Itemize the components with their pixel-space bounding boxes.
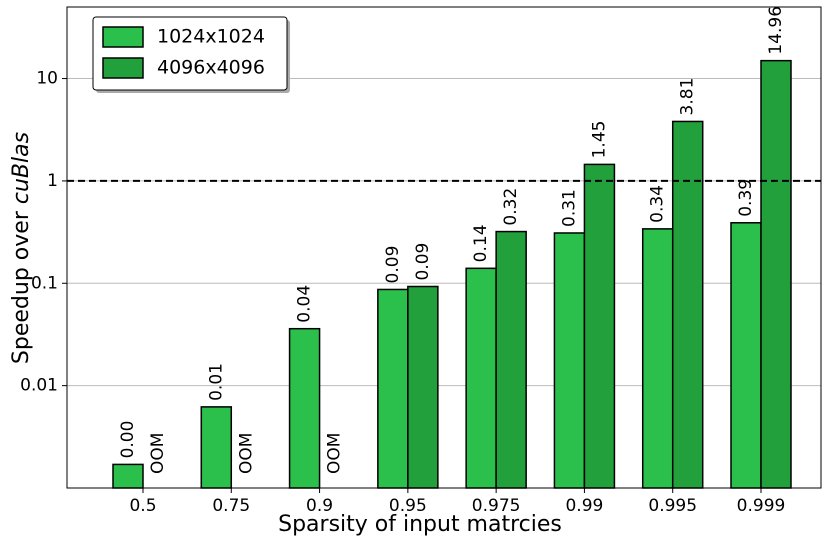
value-label: 14.96 xyxy=(766,6,786,55)
bar xyxy=(465,267,497,489)
value-label: 0.32 xyxy=(501,188,521,226)
legend-swatch xyxy=(102,26,144,48)
legend-label: 1024x1024 xyxy=(157,26,265,48)
x-tick-label: 0.95 xyxy=(389,496,427,516)
bar xyxy=(730,222,762,489)
bar xyxy=(407,285,439,489)
bar xyxy=(495,230,527,489)
value-label: 0.39 xyxy=(736,179,756,217)
bar xyxy=(583,163,616,489)
value-label: 0.00 xyxy=(118,421,138,459)
value-label: 0.34 xyxy=(648,185,668,223)
value-label: 0.04 xyxy=(295,285,315,323)
y-tick-label: 1 xyxy=(47,171,58,191)
x-tick-label: 0.9 xyxy=(306,496,333,516)
value-label: 0.14 xyxy=(471,224,491,262)
y-axis-title: Speedup over cuBlas xyxy=(9,132,34,364)
x-tick-label: 0.75 xyxy=(212,496,250,516)
bar xyxy=(671,120,704,489)
value-label: 0.09 xyxy=(383,246,403,284)
y-axis-title-emphasis: cuBlas xyxy=(9,132,34,204)
value-label: 0.09 xyxy=(413,243,433,281)
bar xyxy=(288,327,321,489)
value-label: 0.01 xyxy=(206,363,226,401)
x-tick-label: 0.99 xyxy=(565,496,603,516)
x-tick-label: 0.999 xyxy=(737,496,786,516)
y-tick-label: 0.1 xyxy=(31,273,58,293)
plot-frame xyxy=(66,6,822,489)
y-tick-label: 0.01 xyxy=(20,376,58,396)
bar xyxy=(641,228,674,489)
x-tick-label: 0.975 xyxy=(472,496,521,516)
bar xyxy=(200,406,233,489)
legend-swatch xyxy=(102,57,144,79)
bar xyxy=(760,59,792,489)
bar xyxy=(377,288,409,489)
value-label: 1.45 xyxy=(589,121,609,159)
value-label: 3.81 xyxy=(678,78,698,116)
missing-label: OOM xyxy=(236,433,256,474)
bar xyxy=(553,232,586,489)
legend-label: 4096x4096 xyxy=(157,57,265,79)
x-tick-label: 0.5 xyxy=(129,496,156,516)
missing-label: OOM xyxy=(325,433,345,474)
x-axis-title: Sparsity of input matrcies xyxy=(278,512,562,537)
y-tick-label: 10 xyxy=(36,69,58,89)
bar xyxy=(112,463,144,489)
value-label: 0.31 xyxy=(559,189,579,227)
y-axis-title-text: Speedup over xyxy=(9,210,34,364)
missing-label: OOM xyxy=(148,433,168,474)
x-tick-label: 0.995 xyxy=(648,496,697,516)
